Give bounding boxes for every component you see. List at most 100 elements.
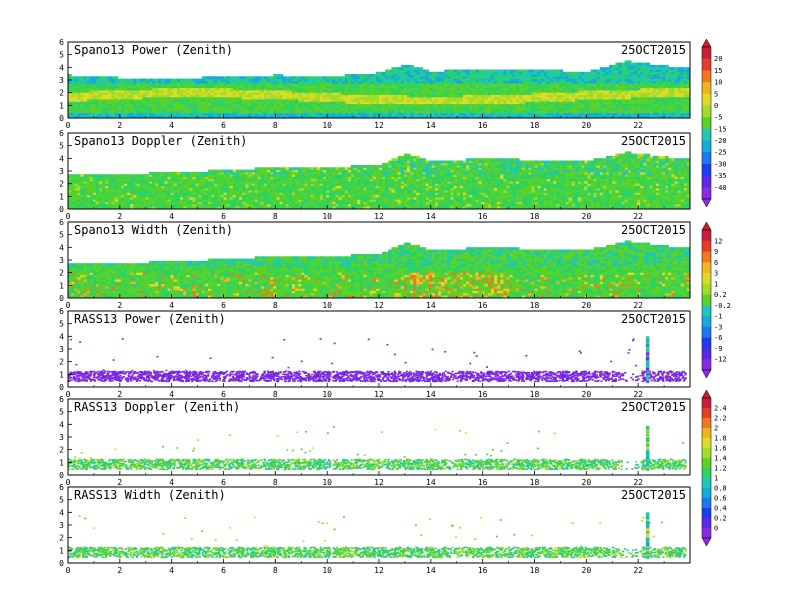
heatmap-cell — [618, 83, 623, 86]
heatmap-cell — [332, 110, 336, 114]
heatmap-cell — [198, 103, 203, 107]
heatmap-cell — [618, 87, 623, 91]
heatmap-cell — [120, 108, 125, 111]
heatmap-cell — [161, 199, 165, 202]
heatmap-cell — [568, 80, 573, 84]
heatmap-cell — [497, 110, 501, 114]
heatmap-cell — [618, 101, 623, 105]
heatmap-cell — [447, 69, 452, 73]
heatmap-cell — [624, 96, 629, 100]
heatmap-cell — [413, 78, 417, 82]
heatmap-cell — [164, 99, 169, 102]
heatmap-cell — [447, 108, 452, 111]
heatmap-cell — [158, 103, 162, 107]
heatmap-cell — [120, 80, 125, 84]
heatmap-cell — [329, 87, 333, 91]
heatmap-cell — [329, 85, 333, 89]
heatmap-cell — [285, 85, 290, 89]
heatmap-cell — [441, 92, 445, 95]
heatmap-cell — [198, 78, 203, 82]
heatmap-cell — [518, 101, 523, 105]
heatmap-cell — [164, 101, 169, 105]
heatmap-cell — [282, 92, 287, 95]
heatmap-cell — [428, 78, 433, 82]
heatmap-cell — [298, 106, 302, 109]
heatmap-cell — [391, 106, 396, 109]
heatmap-cell — [391, 71, 396, 75]
heatmap-cell — [102, 110, 106, 114]
heatmap-cell — [142, 83, 147, 86]
heatmap-cell — [251, 183, 256, 186]
heatmap-cell — [142, 101, 147, 105]
heatmap-cell — [469, 83, 473, 86]
heatmap-cell — [195, 201, 200, 205]
heatmap-cell — [646, 78, 651, 82]
heatmap-cell — [158, 190, 162, 193]
heatmap-cell — [447, 94, 452, 98]
heatmap-cell — [164, 181, 169, 184]
heatmap-cell — [546, 110, 551, 114]
heatmap-cell — [260, 94, 265, 98]
heatmap-cell — [624, 85, 629, 89]
heatmap-cell — [204, 201, 209, 205]
heatmap-cell — [578, 99, 582, 102]
heatmap-cell — [624, 60, 629, 64]
heatmap-cell — [512, 110, 517, 114]
heatmap-cell — [643, 64, 648, 68]
heatmap-cell — [198, 176, 203, 180]
heatmap-cell — [74, 176, 78, 180]
heatmap-cell — [497, 99, 501, 102]
heatmap-cell — [273, 103, 277, 107]
heatmap-cell — [475, 71, 480, 75]
heatmap-cell — [347, 76, 352, 79]
heatmap-cell — [148, 197, 153, 200]
heatmap-cell — [99, 108, 103, 111]
heatmap-cell — [164, 203, 169, 207]
heatmap-cell — [117, 181, 122, 184]
heatmap-cell — [565, 99, 570, 102]
heatmap-cell — [77, 83, 81, 86]
heatmap-cell — [630, 76, 635, 79]
heatmap-cell — [80, 92, 85, 95]
heatmap-cell — [369, 99, 374, 102]
heatmap-cell — [239, 176, 243, 180]
heatmap-cell — [372, 110, 377, 114]
heatmap-cell — [397, 106, 402, 109]
heatmap-cell — [248, 78, 253, 82]
heatmap-cell — [379, 74, 383, 77]
heatmap-cell — [102, 192, 106, 196]
heatmap-cell — [195, 197, 200, 200]
heatmap-cell — [671, 115, 675, 118]
heatmap-cell — [301, 78, 305, 82]
heatmap-cell — [475, 87, 480, 91]
heatmap-cell — [229, 176, 234, 180]
heatmap-cell — [627, 92, 632, 95]
heatmap-cell — [596, 92, 601, 95]
heatmap-cell — [198, 108, 203, 111]
heatmap-cell — [298, 96, 302, 100]
heatmap-cell — [217, 176, 221, 180]
heatmap-cell — [431, 74, 436, 77]
heatmap-cell — [204, 183, 209, 186]
heatmap-cell — [509, 80, 514, 84]
heatmap-cell — [235, 103, 240, 107]
heatmap-cell — [351, 90, 355, 93]
heatmap-cell — [239, 183, 243, 186]
heatmap-cell — [136, 203, 141, 207]
heatmap-cell — [459, 92, 464, 95]
heatmap-cell — [235, 174, 240, 177]
heatmap-cell — [201, 112, 206, 116]
heatmap-cell — [251, 115, 256, 118]
heatmap-cell — [310, 108, 315, 111]
heatmap-cell — [68, 92, 72, 95]
heatmap-cell — [257, 87, 262, 91]
heatmap-cell — [497, 74, 501, 77]
heatmap-cell — [192, 85, 197, 89]
heatmap-cell — [298, 76, 302, 79]
heatmap-cell — [232, 115, 237, 118]
heatmap-cell — [173, 201, 178, 205]
heatmap-cell — [649, 83, 654, 86]
heatmap-cell — [186, 171, 190, 175]
heatmap-cell — [152, 108, 156, 111]
heatmap-cell — [248, 169, 253, 173]
